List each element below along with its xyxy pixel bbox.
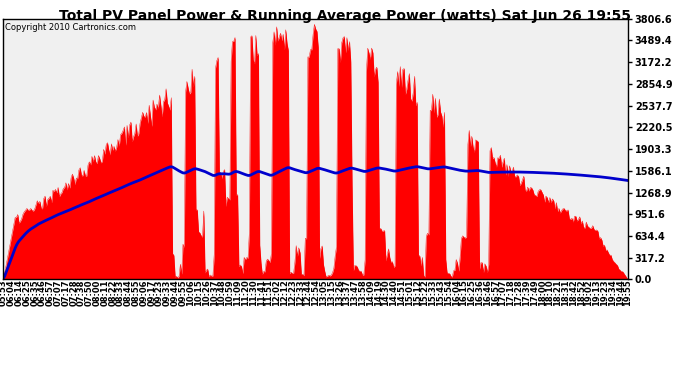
Text: Copyright 2010 Cartronics.com: Copyright 2010 Cartronics.com xyxy=(5,22,136,32)
Text: 12:02: 12:02 xyxy=(272,279,281,306)
Text: 12:54: 12:54 xyxy=(311,279,320,306)
Text: 15:12: 15:12 xyxy=(413,279,422,306)
Text: 13:15: 13:15 xyxy=(327,279,336,306)
Text: 19:02: 19:02 xyxy=(584,279,593,306)
Text: 14:30: 14:30 xyxy=(382,279,391,306)
Text: 11:20: 11:20 xyxy=(241,279,250,306)
Text: 12:33: 12:33 xyxy=(295,279,304,306)
Text: 06:25: 06:25 xyxy=(22,279,31,306)
Text: 08:33: 08:33 xyxy=(116,279,125,306)
Text: 06:35: 06:35 xyxy=(30,279,39,306)
Text: 11:09: 11:09 xyxy=(233,279,242,306)
Text: 07:28: 07:28 xyxy=(69,279,78,306)
Text: 16:57: 16:57 xyxy=(491,279,500,306)
Text: Total PV Panel Power & Running Average Power (watts) Sat Jun 26 19:55: Total PV Panel Power & Running Average P… xyxy=(59,9,631,23)
Text: 10:59: 10:59 xyxy=(226,279,235,306)
Text: 15:22: 15:22 xyxy=(420,279,429,306)
Text: 08:55: 08:55 xyxy=(132,279,141,306)
Text: 16:15: 16:15 xyxy=(460,279,469,306)
Text: 06:14: 06:14 xyxy=(14,279,23,306)
Text: 18:52: 18:52 xyxy=(577,279,586,306)
Text: 12:44: 12:44 xyxy=(304,279,313,306)
Text: 13:58: 13:58 xyxy=(358,279,367,306)
Text: 15:01: 15:01 xyxy=(405,279,414,306)
Text: 12:23: 12:23 xyxy=(288,279,297,306)
Text: 14:09: 14:09 xyxy=(366,279,375,306)
Text: 18:31: 18:31 xyxy=(561,279,570,306)
Text: 05:53: 05:53 xyxy=(0,279,8,306)
Text: 09:06: 09:06 xyxy=(139,279,148,306)
Text: 15:43: 15:43 xyxy=(436,279,445,306)
Text: 17:07: 17:07 xyxy=(498,279,508,306)
Text: 18:21: 18:21 xyxy=(553,279,562,306)
Text: 09:55: 09:55 xyxy=(179,279,188,306)
Text: 19:23: 19:23 xyxy=(600,279,609,306)
Text: 19:44: 19:44 xyxy=(615,279,624,306)
Text: 11:51: 11:51 xyxy=(264,279,273,306)
Text: 14:40: 14:40 xyxy=(389,279,398,306)
Text: 19:13: 19:13 xyxy=(592,279,601,306)
Text: 12:12: 12:12 xyxy=(280,279,289,306)
Text: 18:00: 18:00 xyxy=(538,279,546,306)
Text: 07:07: 07:07 xyxy=(54,279,63,306)
Text: 07:50: 07:50 xyxy=(85,279,94,306)
Text: 10:26: 10:26 xyxy=(202,279,211,306)
Text: 17:39: 17:39 xyxy=(522,279,531,306)
Text: 16:04: 16:04 xyxy=(452,279,461,306)
Text: 10:15: 10:15 xyxy=(194,279,203,306)
Text: 13:47: 13:47 xyxy=(351,279,359,306)
Text: 17:28: 17:28 xyxy=(514,279,523,306)
Text: 15:33: 15:33 xyxy=(428,279,437,306)
Text: 14:51: 14:51 xyxy=(397,279,406,306)
Text: 08:11: 08:11 xyxy=(101,279,110,306)
Text: 08:44: 08:44 xyxy=(124,279,133,306)
Text: 07:17: 07:17 xyxy=(61,279,70,306)
Text: 06:04: 06:04 xyxy=(7,279,16,306)
Text: 18:10: 18:10 xyxy=(545,279,554,306)
Text: 16:46: 16:46 xyxy=(483,279,492,306)
Text: 11:30: 11:30 xyxy=(248,279,258,306)
Text: 16:36: 16:36 xyxy=(475,279,484,306)
Text: 10:37: 10:37 xyxy=(210,279,219,306)
Text: 15:54: 15:54 xyxy=(444,279,453,306)
Text: 11:41: 11:41 xyxy=(257,279,266,306)
Text: 13:26: 13:26 xyxy=(335,279,344,306)
Text: 14:19: 14:19 xyxy=(373,279,383,306)
Text: 10:48: 10:48 xyxy=(217,279,226,306)
Text: 17:49: 17:49 xyxy=(530,279,539,306)
Text: 06:57: 06:57 xyxy=(46,279,55,306)
Text: 13:37: 13:37 xyxy=(342,279,351,306)
Text: 10:06: 10:06 xyxy=(186,279,195,306)
Text: 07:38: 07:38 xyxy=(77,279,86,306)
Text: 09:33: 09:33 xyxy=(163,279,172,306)
Text: 09:44: 09:44 xyxy=(170,279,179,306)
Text: 17:18: 17:18 xyxy=(506,279,515,306)
Text: 09:17: 09:17 xyxy=(147,279,156,306)
Text: 08:00: 08:00 xyxy=(92,279,101,306)
Text: 08:22: 08:22 xyxy=(108,279,117,306)
Text: 19:34: 19:34 xyxy=(608,279,617,306)
Text: 09:23: 09:23 xyxy=(155,279,164,306)
Text: 06:46: 06:46 xyxy=(38,279,47,306)
Text: 19:55: 19:55 xyxy=(623,279,633,306)
Text: 18:42: 18:42 xyxy=(569,279,578,306)
Text: 13:05: 13:05 xyxy=(319,279,328,306)
Text: 16:25: 16:25 xyxy=(467,279,476,306)
